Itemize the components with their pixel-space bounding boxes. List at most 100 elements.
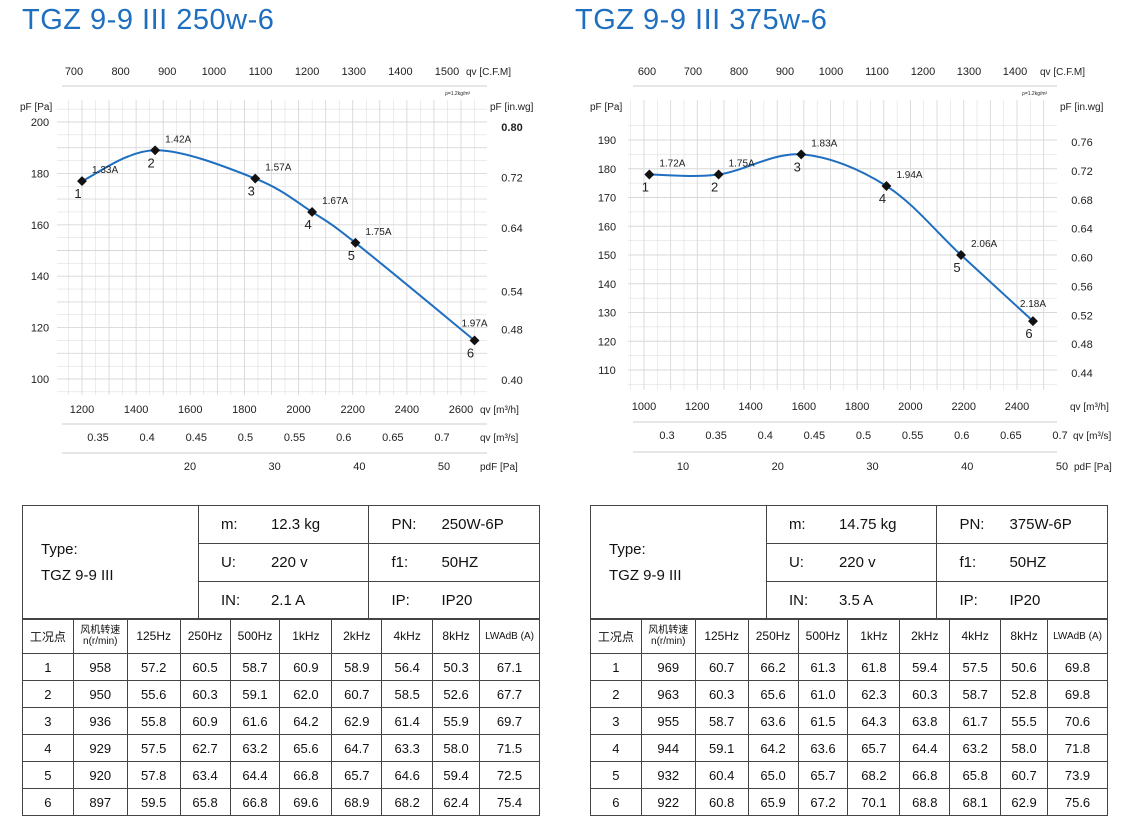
- header-band: 125Hz: [694, 618, 749, 654]
- x-axis-label-cfm: qv [C.F.M]: [466, 67, 511, 78]
- spec-key: PN:: [391, 516, 417, 533]
- spec-key: PN:: [959, 516, 985, 533]
- table-cell: 60.4: [694, 761, 749, 789]
- header-speed-unit: n(r/min): [83, 636, 118, 647]
- table-cell: 50.6: [1000, 653, 1049, 681]
- table-cell: 59.1: [694, 734, 749, 762]
- y2-axis-label: pF [in.wg]: [1060, 102, 1104, 113]
- x-axis-label-cfm: qv [C.F.M]: [1040, 67, 1085, 78]
- x-axis-label-m3s: qv [m³/s]: [1073, 431, 1112, 442]
- table-cell: 60.8: [694, 788, 749, 816]
- x-tick-label-cfm: 1000: [202, 66, 226, 78]
- header-band: 250Hz: [747, 618, 799, 654]
- table-cell: 63.6: [747, 707, 799, 735]
- table-cell: 59.1: [229, 680, 281, 708]
- x-tick-label-cfm: 1100: [865, 66, 889, 78]
- table-cell: 52.6: [432, 680, 481, 708]
- spec-value: IP20: [1009, 592, 1041, 609]
- x-axis-label-pdf: pdF [Pa]: [1074, 462, 1112, 473]
- y2-tick-label-inwg: 0.56: [1071, 281, 1092, 293]
- table-cell: 63.2: [229, 734, 281, 762]
- table-cell: 4: [590, 734, 642, 762]
- table-cell: 56.4: [381, 653, 434, 681]
- table-cell: 67.2: [797, 788, 849, 816]
- table-cell: 55.9: [432, 707, 481, 735]
- spec-key: m:: [788, 516, 806, 533]
- table-cell: 62.4: [432, 788, 481, 816]
- table-cell: 55.8: [126, 707, 181, 735]
- table-cell: 61.4: [381, 707, 434, 735]
- table-cell: 68.1: [949, 788, 1002, 816]
- table-cell: 958: [72, 653, 128, 681]
- y-tick-label: 160: [31, 220, 49, 232]
- table-cell: 950: [72, 680, 128, 708]
- y2-tick-label-inwg: 0.40: [501, 375, 522, 387]
- y2-tick-label-inwg: 0.48: [1071, 339, 1092, 351]
- table-cell: 4: [22, 734, 74, 762]
- table-cell: 70.1: [847, 788, 901, 816]
- y-tick-label: 110: [598, 365, 616, 377]
- table-row: 2 950 55.6 60.3 59.1 62.0 60.7 58.5 52.6 67.7: [22, 680, 540, 708]
- point-current-label: 1.75A: [729, 159, 755, 170]
- table-cell: 63.6: [797, 734, 849, 762]
- y-tick-label: 150: [598, 250, 616, 262]
- table-cell: 62.7: [179, 734, 231, 762]
- header-band: 2kHz: [331, 618, 383, 654]
- table-cell: 920: [72, 761, 128, 789]
- data-point-marker: [307, 207, 318, 217]
- header-band: 1kHz: [847, 618, 901, 654]
- chart-title-250w: TGZ 9-9 III 250w-6: [22, 4, 275, 36]
- y2-tick-label-inwg: 0.48: [501, 324, 522, 336]
- x-tick-label-cfm: 800: [730, 66, 748, 78]
- table-row: 6 897 59.5 65.8 66.8 69.6 68.9 68.2 62.4 75.4: [22, 788, 540, 816]
- table-cell: 57.5: [949, 653, 1002, 681]
- table-cell: 65.0: [747, 761, 799, 789]
- type-cell: Type: TGZ 9-9 III: [590, 505, 767, 620]
- table-cell: 64.3: [847, 707, 901, 735]
- spec-cell: U: 220 v: [197, 543, 370, 582]
- table-cell: 62.0: [279, 680, 333, 708]
- table-cell: 5: [22, 761, 74, 789]
- table-cell: 66.2: [747, 653, 799, 681]
- noise-table: 工况点 风机转速 n(r/min) 125Hz 250Hz 500Hz 1kHz 2kHz 4k…: [590, 618, 1108, 816]
- table-row: 5 920 57.8 63.4 64.4 66.8 65.7 64.6 59.4 72.5: [22, 761, 540, 789]
- type-label: Type:: [609, 540, 646, 558]
- spec-table: Type: TGZ 9-9 III m: 14.75 kg PN: 375W-6P U: 22…: [590, 505, 1108, 620]
- table-cell: 5: [590, 761, 642, 789]
- y-axis-label: pF [Pa]: [590, 102, 622, 113]
- table-cell: 3: [590, 707, 642, 735]
- table-cell: 61.0: [797, 680, 849, 708]
- table-cell: 62.9: [1000, 788, 1049, 816]
- x-tick-label-m3h: 1400: [738, 401, 762, 413]
- spec-key: IN:: [220, 592, 241, 609]
- table-cell: 59.4: [899, 653, 951, 681]
- x-tick-label-cfm: 1300: [342, 66, 366, 78]
- x-tick-label-m3s: 0.35: [705, 430, 726, 442]
- table-cell: 70.6: [1047, 707, 1108, 735]
- table-cell: 68.2: [381, 788, 434, 816]
- table-cell: 61.8: [847, 653, 901, 681]
- x-tick-label-cfm: 1300: [957, 66, 981, 78]
- spec-value: 250W-6P: [441, 516, 504, 533]
- table-cell: 59.4: [432, 761, 481, 789]
- spec-cell: U: 220 v: [765, 543, 938, 582]
- x-tick-label-m3h: 2200: [951, 401, 975, 413]
- spec-value: 220 v: [838, 554, 876, 571]
- x-tick-label-cfm: 1000: [819, 66, 843, 78]
- table-cell: 963: [640, 680, 696, 708]
- spec-table: Type: TGZ 9-9 III m: 12.3 kg PN: 250W-6P U: 220…: [22, 505, 540, 620]
- y-tick-label: 130: [598, 308, 616, 320]
- x-tick-label-cfm: 600: [638, 66, 656, 78]
- header-band: 500Hz: [229, 618, 281, 654]
- header-point: 工况点: [590, 618, 642, 654]
- table-row: 1 958 57.2 60.5 58.7 60.9 58.9 56.4 50.3 67.1: [22, 653, 540, 681]
- y-axis-label: pF [Pa]: [20, 102, 52, 113]
- table-cell: 58.9: [331, 653, 383, 681]
- x-tick-label-m3s: 0.7: [434, 432, 449, 444]
- x-tick-label-cfm: 1400: [388, 66, 412, 78]
- spec-value: 220 v: [270, 554, 308, 571]
- table-cell: 62.9: [331, 707, 383, 735]
- table-cell: 65.9: [747, 788, 799, 816]
- header-speed-unit: n(r/min): [651, 636, 686, 647]
- x-axis-label-pdf: pdF [Pa]: [480, 462, 518, 473]
